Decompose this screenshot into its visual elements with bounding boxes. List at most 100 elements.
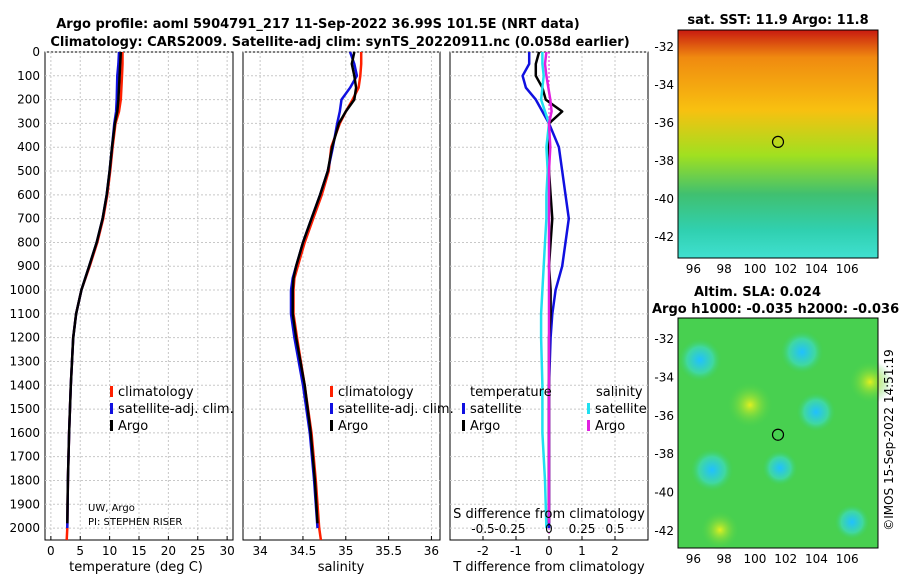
series-line-argo — [66, 51, 123, 524]
x-tick-label: 30 — [219, 544, 234, 558]
legend-label-argo: Argo — [118, 419, 148, 434]
x-tick-label: 10 — [102, 544, 117, 558]
x-tick-label: 25 — [190, 544, 205, 558]
x-tick-label: 1 — [578, 544, 586, 558]
x-tick-label: 36 — [424, 544, 439, 558]
depth-tick-label: 700 — [17, 212, 40, 226]
map-lat-label: -36 — [654, 409, 674, 423]
map-lon-label: 104 — [805, 552, 828, 566]
sla-eddy — [780, 330, 824, 374]
depth-tick-label: 1100 — [9, 307, 40, 321]
series-layer — [65, 51, 571, 541]
legend-label-satellite: satellite-adj. clim. — [118, 402, 234, 417]
figure-title-line2: Climatology: CARS2009. Satellite-adj cli… — [50, 35, 629, 50]
map-lon-label: 98 — [717, 262, 732, 276]
sla-high — [700, 510, 740, 550]
sla-map-title1: Altim. SLA: 0.024 — [694, 285, 821, 300]
s-diff-tick-label: -0.5 — [471, 522, 494, 536]
x-tick-label: 0 — [545, 544, 553, 558]
map-axis-layer: 96 98 100 102 104 106 -32 -34 -36 -38 -40 -42 96 98 10… — [654, 40, 858, 566]
s-diff-tick-label: -0.25 — [494, 522, 525, 536]
x-tick-label: 34.5 — [290, 544, 317, 558]
difference-xlabel: T difference from climatology — [452, 560, 645, 575]
x-tick-label: 34 — [252, 544, 267, 558]
legend-label-t-satellite: satellite — [470, 402, 522, 417]
depth-tick-label: 2000 — [9, 521, 40, 535]
map-lat-label: -42 — [654, 230, 674, 244]
legend-swatch-s-satellite — [587, 403, 590, 414]
imos-watermark: ©IMOS 15-Sep-2022 14:51:19 — [882, 349, 896, 531]
x-tick-label: -2 — [477, 544, 489, 558]
salinity-difference-xlabel: S difference from climatology — [453, 507, 645, 522]
series-line-salinity-satellite — [539, 52, 551, 529]
depth-tick-label: 800 — [17, 235, 40, 249]
depth-tick-label: 1200 — [9, 331, 40, 345]
s-diff-tick-label: 0 — [545, 522, 553, 536]
sla-map-frame — [677, 317, 879, 549]
depth-tick-label: 300 — [17, 116, 40, 130]
temperature-xlabel: temperature (deg C) — [69, 560, 203, 575]
map-lon-label: 98 — [717, 552, 732, 566]
s-diff-tick-label: 0.25 — [569, 522, 596, 536]
map-lat-label: -34 — [654, 370, 674, 384]
credit-line2: PI: STEPHEN RISER — [88, 517, 182, 528]
legend-swatch-argo — [110, 420, 113, 431]
legend-label-argo: Argo — [338, 419, 368, 434]
map-lon-label: 102 — [774, 262, 797, 276]
argo-location-marker — [771, 428, 785, 441]
map-lon-label: 100 — [743, 262, 766, 276]
legend-label-t-argo: Argo — [470, 419, 500, 434]
map-lon-label: 104 — [805, 262, 828, 276]
sla-eddy — [834, 504, 870, 540]
salinity-panel — [242, 51, 441, 541]
depth-tick-label: 100 — [17, 69, 40, 83]
sst-field — [678, 30, 878, 258]
sla-eddy — [796, 392, 836, 432]
x-tick-label: 15 — [131, 544, 146, 558]
map-lat-label: -42 — [654, 524, 674, 538]
depth-tick-label: 1400 — [9, 378, 40, 392]
temperature-legend: climatology satellite-adj. clim. Argo — [110, 385, 234, 434]
map-lat-label: -36 — [654, 116, 674, 130]
series-line-salinity-argo — [543, 51, 553, 524]
argo-location-marker — [771, 135, 785, 149]
legend-swatch-argo — [330, 420, 333, 431]
map-lon-label: 100 — [743, 552, 766, 566]
difference-legend: temperature salinity satellite Argo sate… — [462, 385, 647, 434]
legend-swatch-s-argo — [587, 420, 590, 431]
legend-swatch-t-satellite — [462, 403, 465, 414]
x-tick-label: 2 — [611, 544, 619, 558]
map-lon-label: 96 — [686, 262, 701, 276]
map-lat-label: -40 — [654, 485, 674, 499]
x-tick-label: 35.5 — [375, 544, 402, 558]
series-line-argo — [291, 51, 358, 524]
map-lat-label: -38 — [654, 447, 674, 461]
salinity-xlabel: salinity — [318, 560, 365, 575]
map-lat-label: -40 — [654, 192, 674, 206]
depth-tick-label: 900 — [17, 259, 40, 273]
grid-layer — [45, 51, 648, 540]
map-lon-label: 96 — [686, 552, 701, 566]
depth-tick-label: 1700 — [9, 450, 40, 464]
map-lon-label: 106 — [836, 262, 859, 276]
x-tick-label: -1 — [510, 544, 522, 558]
legend-label-satellite: satellite-adj. clim. — [338, 402, 454, 417]
salinity-legend: climatology satellite-adj. clim. Argo — [330, 385, 454, 434]
map-lat-label: -34 — [654, 78, 674, 92]
legend-label-s-argo: Argo — [595, 419, 625, 434]
tick-layer: 0 5 10 15 20 25 30 34 34.5 35 35.5 36 -2 -1 0 1 2 -0.5 -0.… — [9, 45, 624, 558]
map-lat-label: -38 — [654, 154, 674, 168]
legend-header-temperature: temperature — [470, 385, 552, 400]
legend-label-climatology: climatology — [338, 385, 414, 400]
sla-high — [848, 360, 892, 404]
depth-tick-label: 0 — [32, 45, 40, 59]
depth-tick-label: 1800 — [9, 473, 40, 487]
sla-eddy — [762, 450, 798, 486]
legend-swatch-t-argo — [462, 420, 465, 431]
depth-tick-label: 1500 — [9, 402, 40, 416]
depth-tick-label: 400 — [17, 140, 40, 154]
s-diff-tick-label: 0.5 — [605, 522, 624, 536]
map-lon-label: 106 — [836, 552, 859, 566]
sst-map — [677, 29, 879, 259]
